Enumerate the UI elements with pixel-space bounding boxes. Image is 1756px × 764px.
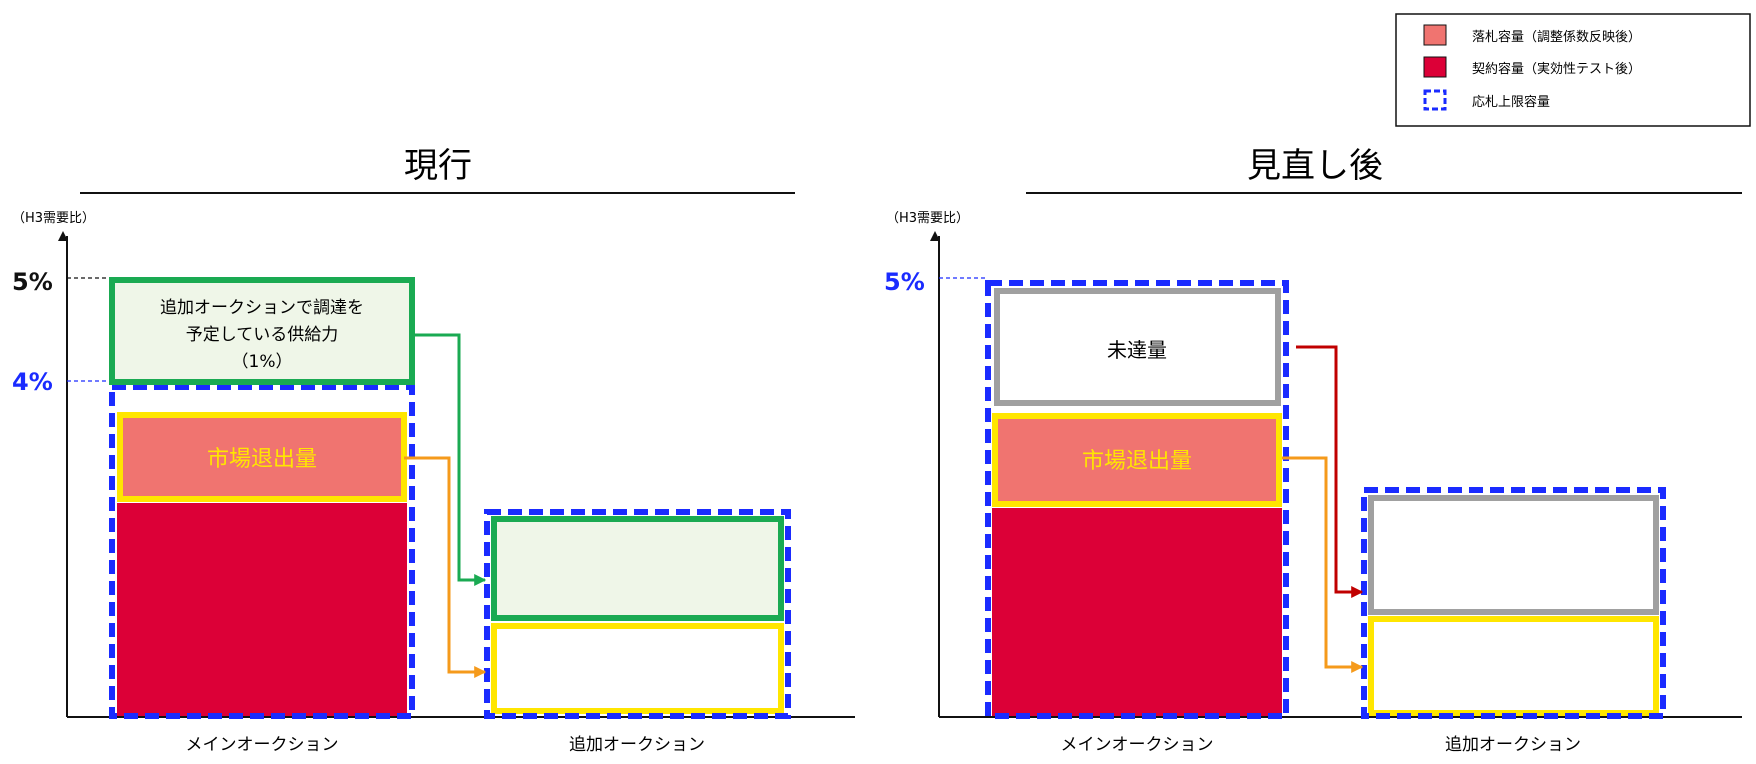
unit-label: （H3需要比） [886,211,969,226]
legend: 落札容量（調整係数反映後） 契約容量（実効性テスト後） 応札上限容量 [1395,13,1751,127]
legend-swatch-awarded [1423,24,1447,46]
panel-current: 現行 （H3需要比） 5% 4% 市場退出量 追加オークションで調達を 予定して… [12,146,855,755]
panel-title: 見直し後 [1247,146,1383,186]
upper-limit-additional [1361,487,1666,719]
panel-title: 現行 [404,146,472,186]
arrow-shortfall-to-additional [1296,345,1364,598]
y-tick-5pct: 5% [12,268,53,296]
arrow-exit-to-additional [1282,456,1364,673]
contracted-bar [117,503,407,716]
additional-planned-box [491,516,784,621]
market-exit-label: 市場退出量 [1082,449,1192,474]
y-tick-5pct: 5% [884,268,925,296]
legend-label-contracted: 契約容量（実効性テスト後） [1472,61,1641,77]
upper-limit-additional [484,509,791,719]
x-label-additional: 追加オークション [569,735,705,755]
planned-supply-box [109,277,415,385]
contracted-bar [992,508,1282,716]
x-label-main: メインオークション [1061,735,1214,755]
planned-supply-line-2: 予定している供給力 [186,325,339,345]
planned-supply-line-1: 追加オークションで調達を [160,298,364,318]
unit-label: （H3需要比） [12,211,95,226]
y-tick-4pct: 4% [12,368,53,396]
arrow-exit-to-additional [404,456,487,678]
market-exit-box [992,413,1282,507]
arrow-planned-to-additional [412,333,487,586]
legend-label-awarded: 落札容量（調整係数反映後） [1472,29,1641,45]
planned-supply-line-3: （1%） [232,352,293,372]
additional-exit-box [491,623,784,714]
legend-label-upper-limit: 応札上限容量 [1472,94,1550,110]
upper-limit-main [985,280,1289,719]
shortfall-box [994,288,1281,406]
additional-exit-box [1368,616,1659,716]
upper-limit-main [109,384,415,719]
additional-shortfall-box [1368,495,1659,615]
market-exit-box [117,412,407,502]
legend-swatch-upper-limit [1423,89,1447,111]
panel-revised: 見直し後 （H3需要比） 5% 市場退出量 未達量 メインオークション 追加オー… [884,146,1742,755]
x-label-main: メインオークション [186,735,339,755]
shortfall-label: 未達量 [1107,338,1167,362]
legend-swatch-contracted [1423,56,1447,78]
market-exit-label: 市場退出量 [207,447,317,472]
x-label-additional: 追加オークション [1445,735,1581,755]
